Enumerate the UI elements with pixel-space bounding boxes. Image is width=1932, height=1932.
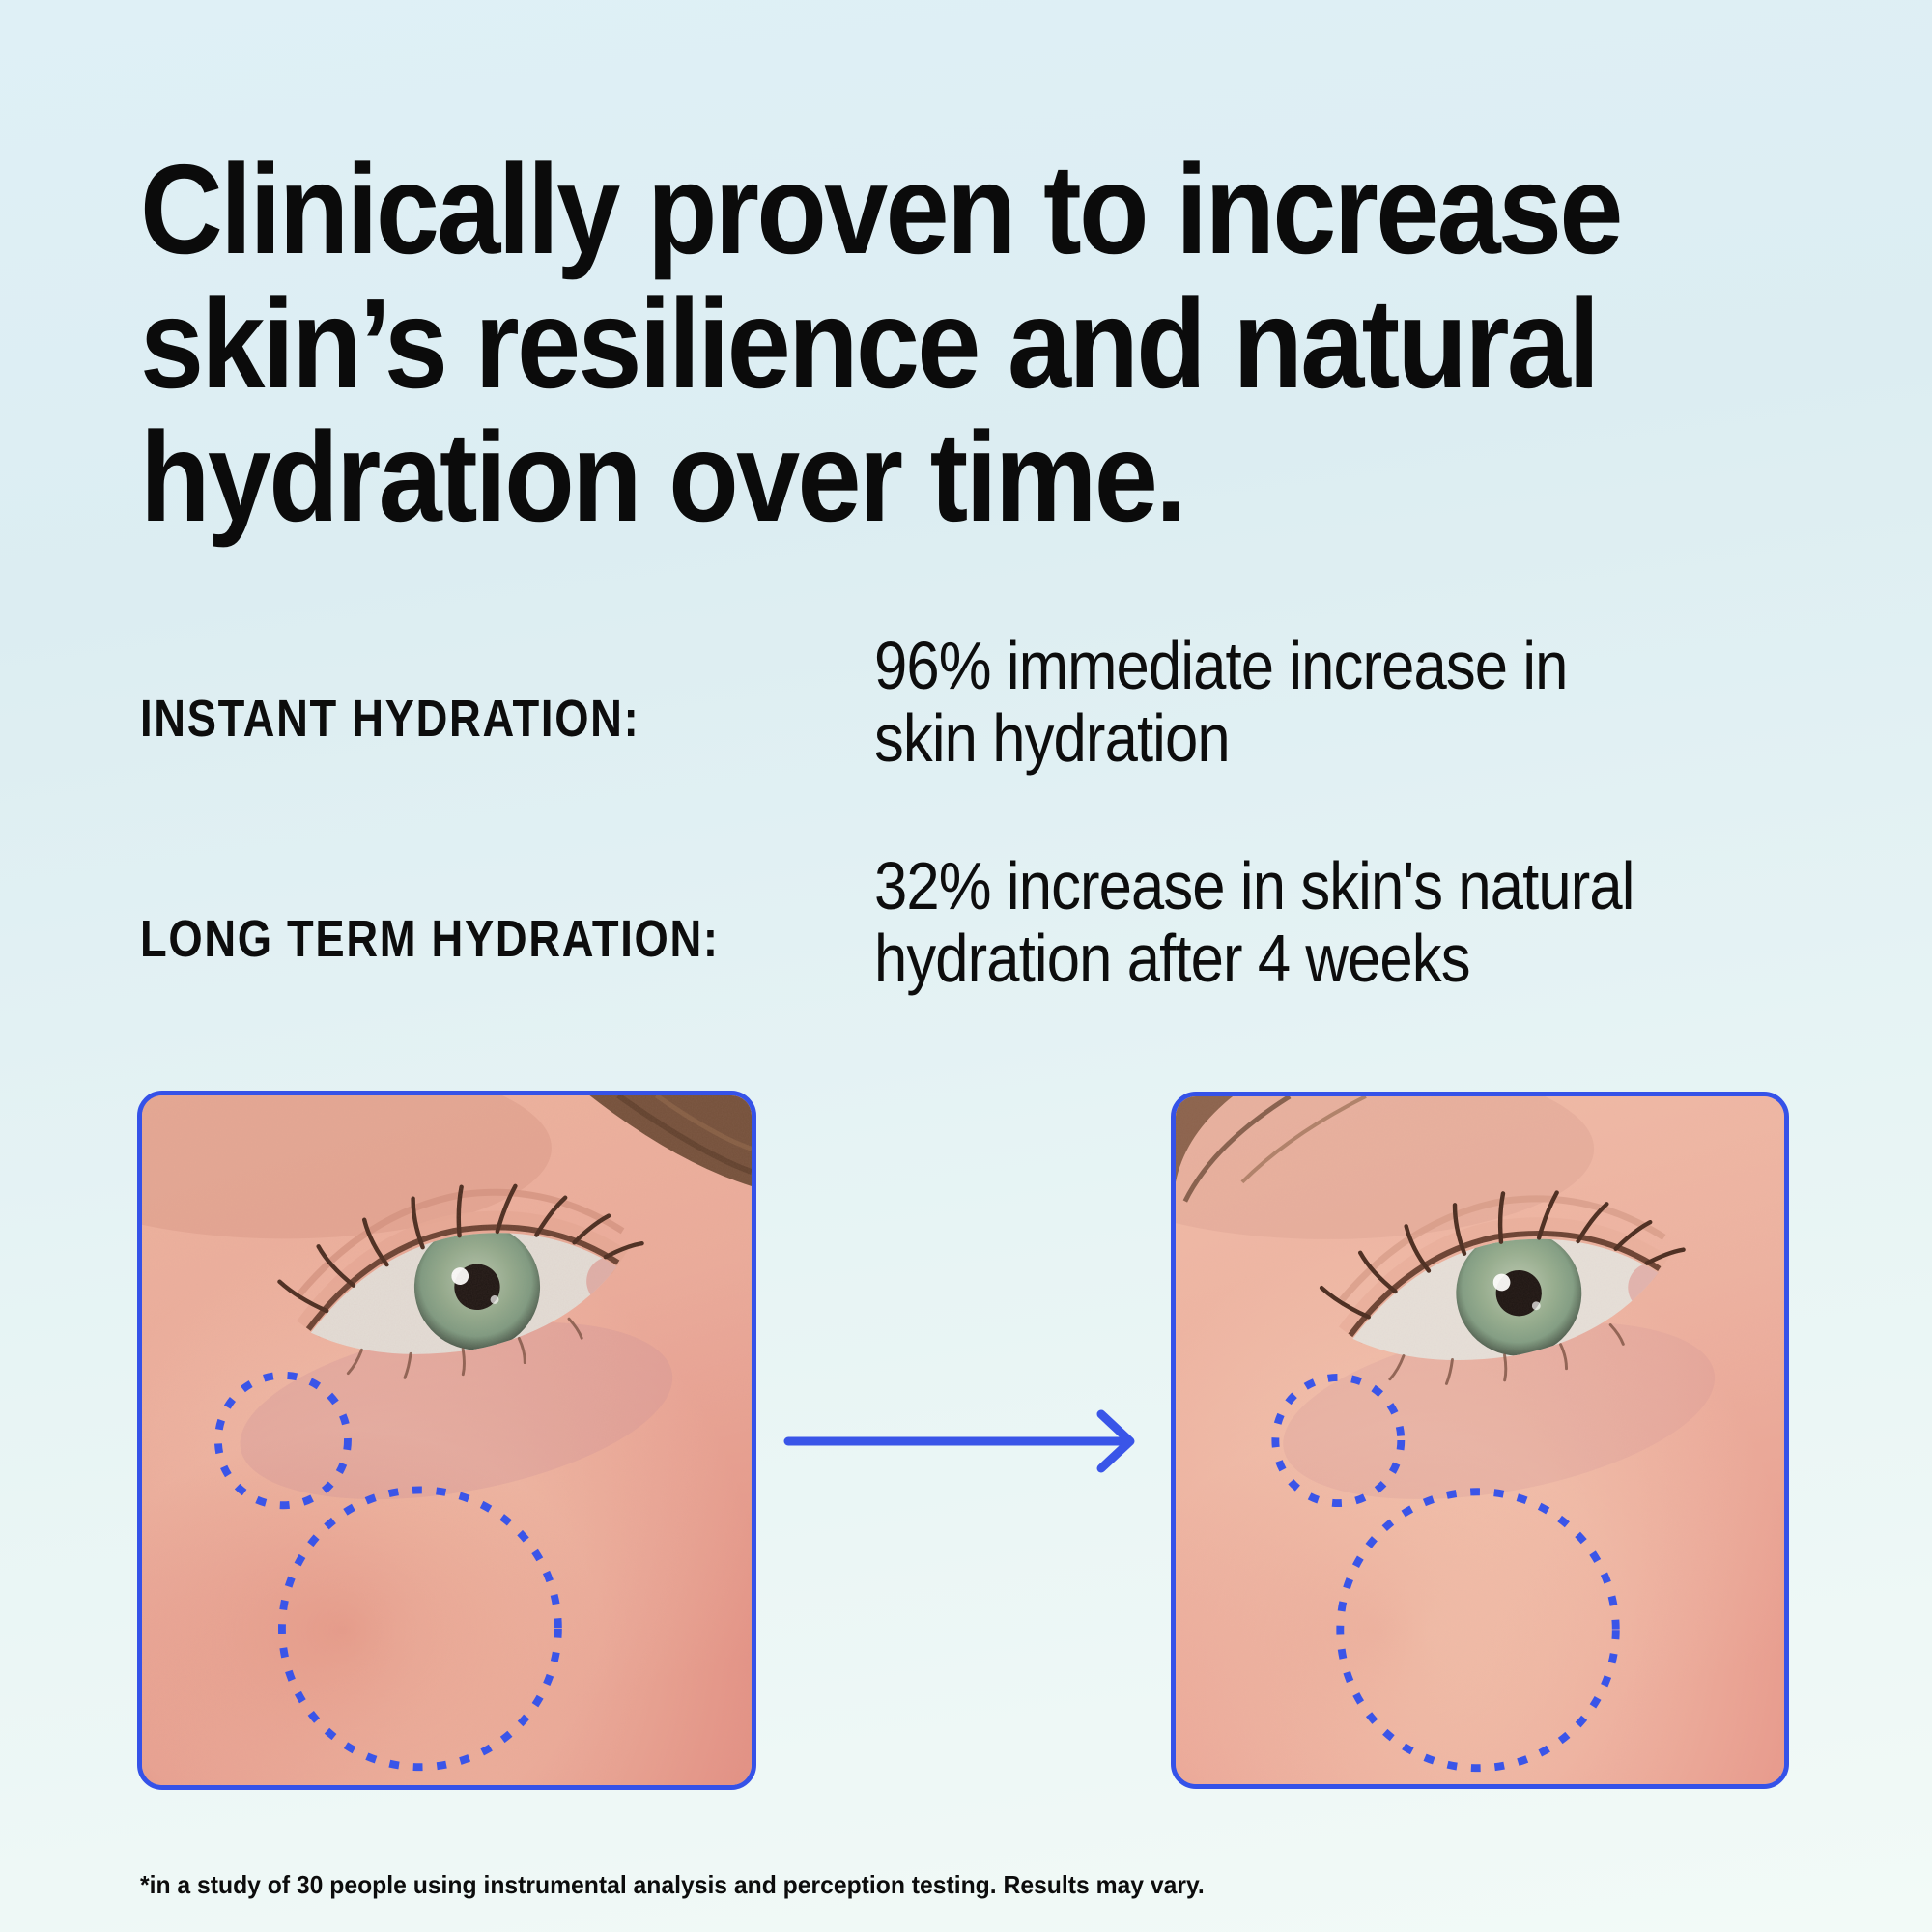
stat-value-instant-hydration: 96% immediate increase in skin hydration [874,630,1568,775]
stat-value-instant-line-1: 96% immediate increase in [874,628,1568,703]
headline-line-1: Clinically proven to increase [140,138,1623,280]
analysis-circle-small-before [213,1371,352,1510]
before-after-arrow [763,1372,1169,1526]
before-photo [137,1091,756,1790]
page-title: Clinically proven to increase skin’s res… [140,138,1792,549]
headline-line-3: hydration over time. [140,406,1187,549]
stat-value-long-term-line-2: hydration after 4 weeks [874,921,1471,996]
stat-value-long-term-hydration: 32% increase in skin's natural hydration… [874,850,1634,995]
before-photo-illustration [142,1095,752,1785]
stat-label-long-term-hydration: LONG TERM HYDRATION: [140,910,720,968]
analysis-circle-small-after [1271,1373,1406,1508]
after-photo [1171,1092,1789,1789]
arrow-right-icon [783,1409,1135,1473]
after-photo-illustration [1176,1096,1784,1784]
headline-line-2: skin’s resilience and natural [140,271,1600,414]
stat-value-instant-line-2: skin hydration [874,700,1231,776]
stat-value-long-term-line-1: 32% increase in skin's natural [874,848,1634,923]
analysis-circle-large-after [1336,1488,1620,1773]
study-footnote: *in a study of 30 people using instrumen… [140,1870,1205,1899]
stat-label-instant-hydration: INSTANT HYDRATION: [140,690,640,748]
